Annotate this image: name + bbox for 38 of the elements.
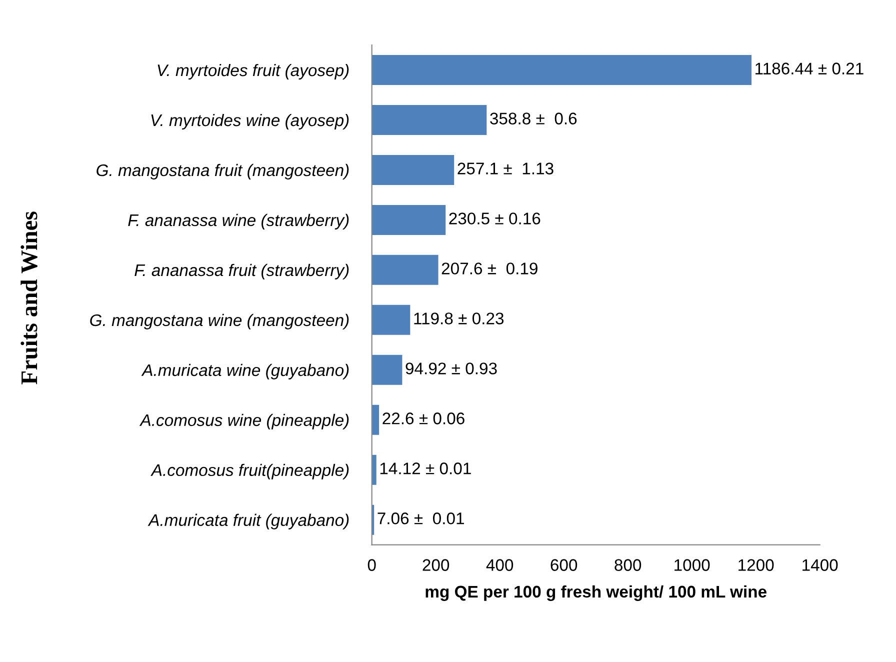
data-label: 14.12 ± 0.01 bbox=[380, 462, 471, 474]
y-tick-label: A.muricata wine (guyabano) bbox=[141, 364, 349, 380]
y-tick-label: A.comosus wine (pineapple) bbox=[139, 414, 349, 430]
x-tick-label: 800 bbox=[614, 559, 642, 571]
x-tick-label: 600 bbox=[550, 559, 578, 571]
x-tick-label: 1200 bbox=[738, 559, 774, 571]
y-axis-title: Fruits and Wines bbox=[20, 212, 38, 384]
x-tick-label: 200 bbox=[422, 559, 450, 571]
bar bbox=[372, 154, 454, 185]
bar bbox=[372, 404, 380, 435]
y-tick-label: G. mangostana fruit (mangosteen) bbox=[96, 164, 349, 180]
y-tick-label: F. ananassa fruit (strawberry) bbox=[134, 264, 349, 280]
y-tick-label: A.muricata fruit (guyabano) bbox=[148, 514, 349, 530]
x-tick-label: 1000 bbox=[674, 559, 710, 571]
y-tick-label: V. myrtoides fruit (ayosep) bbox=[158, 64, 349, 80]
data-label: 230.5 ± 0.16 bbox=[449, 212, 540, 224]
data-label: 119.8 ± 0.23 bbox=[414, 312, 504, 324]
bar bbox=[372, 304, 410, 335]
bar bbox=[372, 254, 438, 285]
data-label: 94.92 ± 0.93 bbox=[406, 362, 497, 374]
bar bbox=[372, 55, 752, 85]
data-label: 22.6 ± 0.06 bbox=[382, 412, 464, 424]
y-tick-label: A.comosus fruit(pineapple) bbox=[150, 464, 349, 480]
data-label: 7.06 ± 0.01 bbox=[378, 512, 464, 524]
data-label: 207.6 ± 0.19 bbox=[442, 262, 538, 274]
bar bbox=[372, 104, 487, 135]
bar bbox=[372, 354, 402, 385]
bar bbox=[372, 204, 446, 235]
y-tick-label: V. myrtoides wine (ayosep) bbox=[151, 114, 349, 130]
data-label: 1186.44 ± 0.21 bbox=[756, 62, 864, 74]
x-axis-title: mg QE per 100 g fresh weight/ 100 mL wine bbox=[426, 585, 766, 601]
y-tick-label: G. mangostana wine (mangosteen) bbox=[90, 314, 349, 330]
y-tick-label: F. ananassa wine (strawberry) bbox=[128, 214, 349, 230]
x-tick-label: 1400 bbox=[802, 559, 838, 571]
data-label: 358.8 ± 0.6 bbox=[490, 112, 577, 124]
data-label: 257.1 ± 1.13 bbox=[458, 162, 554, 174]
x-tick-label: 0 bbox=[368, 559, 376, 571]
x-tick-label: 400 bbox=[486, 559, 514, 571]
